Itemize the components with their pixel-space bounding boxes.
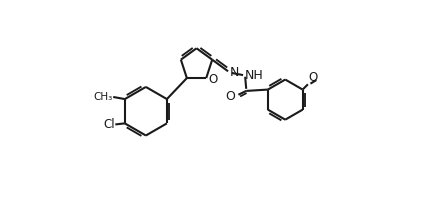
Text: O: O	[225, 90, 235, 103]
Text: O: O	[308, 71, 317, 84]
Text: O: O	[209, 73, 218, 86]
Text: N: N	[230, 67, 239, 79]
Text: Cl: Cl	[103, 118, 115, 131]
Text: CH₃: CH₃	[93, 92, 112, 102]
Text: NH: NH	[245, 68, 263, 82]
